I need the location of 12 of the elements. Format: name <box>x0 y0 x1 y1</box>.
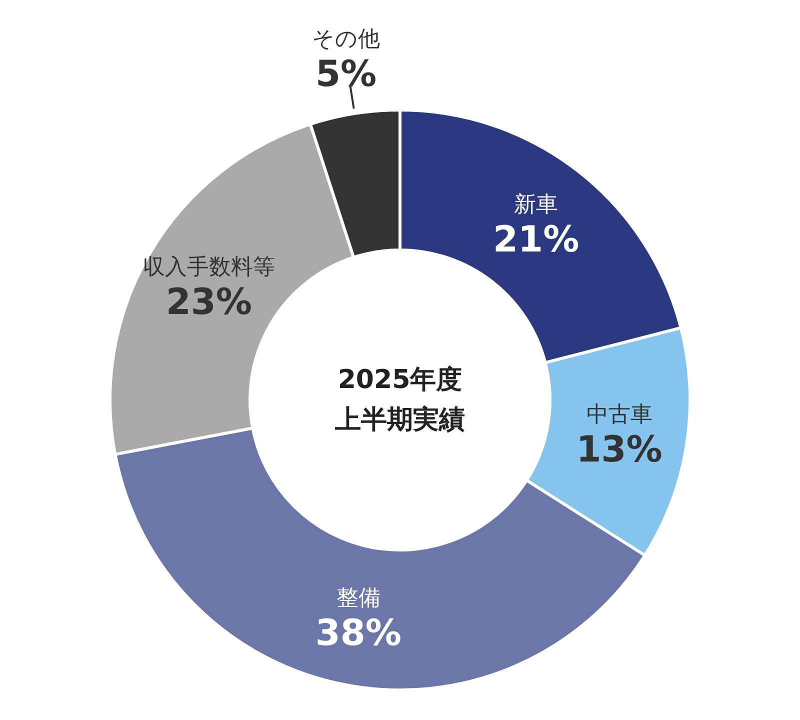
text: 2025年度 <box>338 365 462 395</box>
data-label: 13% <box>576 430 662 471</box>
data-label: 5% <box>315 54 377 96</box>
slice-label: 収入手数料等 <box>142 254 275 280</box>
data-label: 38% <box>315 613 402 654</box>
slice-label: 中古車 <box>586 402 652 428</box>
data-label: 21% <box>492 220 580 261</box>
slice-label: 整備 <box>336 586 380 612</box>
text: 上半期実績 <box>335 405 465 435</box>
slice-label: 新車 <box>514 192 558 218</box>
slice-label: その他 <box>312 27 380 52</box>
data-label: 23% <box>166 282 252 323</box>
